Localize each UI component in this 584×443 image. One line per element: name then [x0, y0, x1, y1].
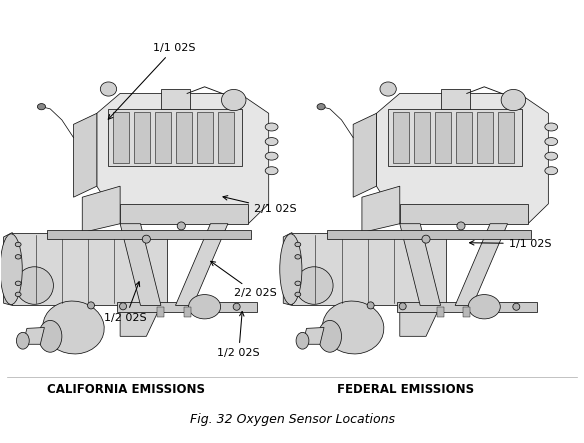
Ellipse shape: [177, 222, 185, 230]
Ellipse shape: [545, 123, 558, 131]
Polygon shape: [218, 113, 234, 163]
Ellipse shape: [457, 222, 465, 230]
Polygon shape: [455, 224, 507, 305]
Polygon shape: [463, 307, 470, 317]
Polygon shape: [303, 327, 324, 344]
Ellipse shape: [296, 332, 309, 349]
Polygon shape: [377, 93, 548, 224]
Ellipse shape: [16, 332, 29, 349]
Ellipse shape: [399, 303, 406, 310]
Polygon shape: [23, 327, 44, 344]
Ellipse shape: [189, 295, 221, 319]
Polygon shape: [283, 233, 292, 305]
Polygon shape: [97, 93, 269, 224]
Polygon shape: [82, 186, 120, 233]
Ellipse shape: [265, 123, 278, 131]
Polygon shape: [158, 307, 165, 317]
Polygon shape: [120, 204, 248, 224]
Polygon shape: [362, 186, 400, 233]
Ellipse shape: [422, 235, 430, 243]
Polygon shape: [388, 109, 522, 166]
Ellipse shape: [322, 301, 384, 354]
Ellipse shape: [295, 255, 301, 259]
Polygon shape: [74, 113, 97, 197]
Ellipse shape: [15, 292, 21, 296]
Polygon shape: [176, 113, 192, 163]
Polygon shape: [120, 224, 161, 305]
Polygon shape: [109, 109, 242, 166]
Ellipse shape: [513, 303, 520, 310]
Ellipse shape: [545, 152, 558, 160]
Ellipse shape: [15, 281, 21, 286]
Text: 1/1 02S: 1/1 02S: [470, 239, 551, 249]
Polygon shape: [414, 113, 430, 163]
Polygon shape: [113, 113, 130, 163]
Ellipse shape: [380, 82, 397, 96]
Ellipse shape: [545, 167, 558, 175]
Ellipse shape: [233, 303, 240, 310]
Ellipse shape: [0, 234, 22, 304]
Polygon shape: [134, 113, 151, 163]
Text: 2/2 02S: 2/2 02S: [211, 261, 276, 298]
Polygon shape: [400, 204, 528, 224]
Text: Fig. 32 Oxygen Sensor Locations: Fig. 32 Oxygen Sensor Locations: [189, 412, 395, 426]
Ellipse shape: [545, 138, 558, 146]
Polygon shape: [4, 233, 12, 305]
Ellipse shape: [37, 104, 46, 110]
Polygon shape: [434, 113, 451, 163]
Ellipse shape: [265, 167, 278, 175]
Polygon shape: [292, 233, 446, 305]
Polygon shape: [47, 230, 251, 239]
Text: FEDERAL EMISSIONS: FEDERAL EMISSIONS: [337, 383, 474, 396]
Text: 2/1 02S: 2/1 02S: [223, 196, 297, 214]
Ellipse shape: [468, 295, 500, 319]
Polygon shape: [155, 113, 171, 163]
Ellipse shape: [295, 267, 333, 304]
Ellipse shape: [295, 242, 301, 247]
Ellipse shape: [295, 281, 301, 286]
Text: CALIFORNIA EMISSIONS: CALIFORNIA EMISSIONS: [47, 383, 205, 396]
Ellipse shape: [120, 303, 127, 310]
Polygon shape: [400, 224, 440, 305]
Ellipse shape: [88, 302, 95, 309]
Polygon shape: [161, 89, 190, 109]
Polygon shape: [498, 113, 514, 163]
Polygon shape: [437, 307, 444, 317]
Ellipse shape: [16, 267, 53, 304]
Polygon shape: [397, 302, 537, 312]
Ellipse shape: [265, 152, 278, 160]
Text: 1/2 02S: 1/2 02S: [217, 311, 260, 358]
Ellipse shape: [43, 301, 104, 354]
Polygon shape: [440, 89, 470, 109]
Text: 1/2 02S: 1/2 02S: [105, 282, 147, 323]
Ellipse shape: [318, 320, 342, 352]
Ellipse shape: [221, 89, 246, 111]
Polygon shape: [400, 305, 440, 336]
Ellipse shape: [317, 104, 325, 110]
Polygon shape: [477, 113, 493, 163]
Ellipse shape: [280, 234, 302, 304]
Ellipse shape: [15, 242, 21, 247]
Polygon shape: [327, 230, 531, 239]
Ellipse shape: [100, 82, 117, 96]
Ellipse shape: [501, 89, 526, 111]
Polygon shape: [120, 305, 161, 336]
Polygon shape: [175, 224, 228, 305]
Polygon shape: [393, 113, 409, 163]
Ellipse shape: [39, 320, 62, 352]
Ellipse shape: [142, 235, 151, 243]
Ellipse shape: [15, 255, 21, 259]
Polygon shape: [183, 307, 190, 317]
Polygon shape: [353, 113, 377, 197]
Ellipse shape: [265, 138, 278, 146]
Polygon shape: [197, 113, 213, 163]
Ellipse shape: [295, 292, 301, 296]
Polygon shape: [117, 302, 257, 312]
Polygon shape: [12, 233, 167, 305]
Text: 1/1 02S: 1/1 02S: [108, 43, 196, 119]
Ellipse shape: [367, 302, 374, 309]
Polygon shape: [456, 113, 472, 163]
